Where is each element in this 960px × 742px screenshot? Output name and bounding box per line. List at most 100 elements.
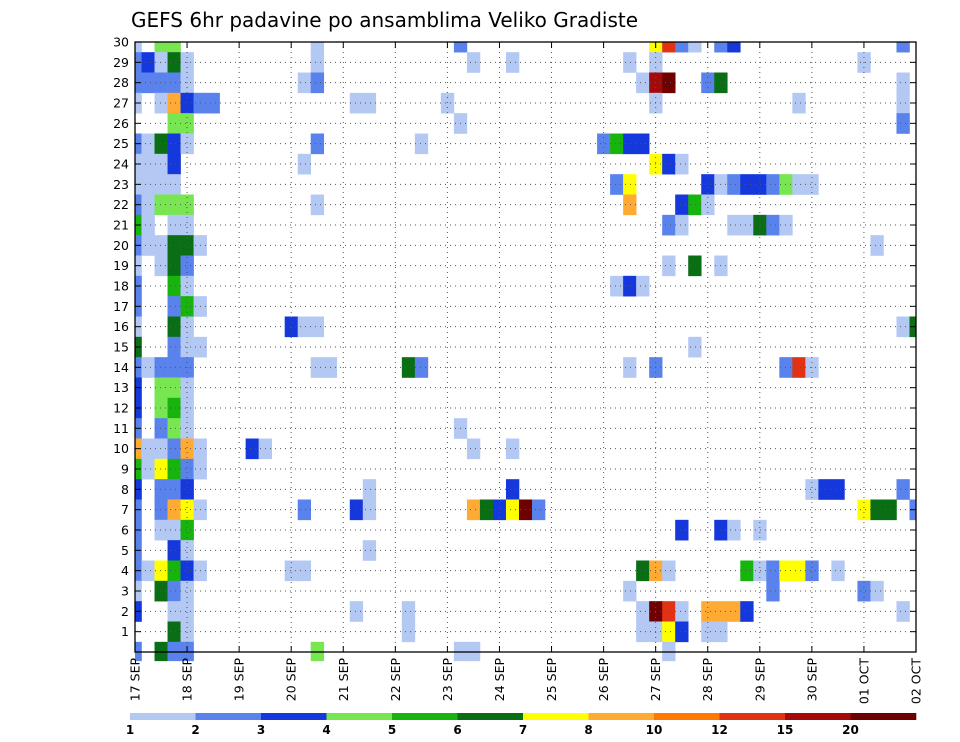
y-tick-label: 1: [121, 624, 129, 639]
data-cell: [167, 621, 181, 643]
data-cell: [135, 42, 142, 53]
x-tick-label: 02 OCT: [909, 658, 924, 704]
data-cell: [297, 560, 312, 582]
data-cell: [141, 72, 155, 94]
data-cell: [505, 499, 520, 521]
data-cell: [180, 499, 194, 521]
data-cell: [167, 357, 181, 378]
data-cell: [740, 560, 754, 582]
data-cell: [362, 499, 377, 521]
colorbar-swatch: [785, 713, 851, 720]
data-cell: [167, 72, 181, 94]
data-cell: [310, 316, 325, 338]
data-cell: [154, 357, 168, 378]
y-tick-label: 3: [121, 584, 129, 599]
y-tick-label: 14: [113, 360, 129, 375]
data-cell: [636, 275, 650, 297]
data-cell: [167, 235, 181, 256]
data-cell: [167, 133, 181, 155]
data-cell: [167, 418, 181, 439]
data-cell: [167, 601, 181, 622]
data-cell: [362, 92, 377, 114]
data-cell: [532, 499, 546, 521]
data-cell: [466, 52, 481, 73]
data-cell: [505, 438, 520, 460]
data-cell: [805, 174, 819, 195]
data-cell: [857, 580, 871, 602]
data-cell: [766, 560, 780, 582]
data-cell: [466, 438, 481, 460]
data-cell: [727, 601, 741, 622]
data-cell: [284, 560, 299, 582]
data-cell: [466, 499, 481, 521]
data-cell: [401, 357, 416, 378]
colorbar-swatch: [261, 713, 327, 720]
data-cell: [662, 42, 676, 53]
y-tick-label: 15: [113, 340, 129, 355]
y-tick-label: 11: [113, 421, 129, 436]
data-cell: [675, 194, 689, 216]
x-tick-label: 27 SEP: [648, 658, 663, 702]
data-cell: [766, 174, 780, 195]
y-tick-label: 28: [113, 75, 129, 90]
colorbar-swatch: [850, 713, 917, 720]
axes-layer: 1234567891011121314151617181920212223242…: [113, 35, 923, 705]
data-cell: [597, 133, 611, 155]
data-cell: [180, 113, 194, 134]
data-cell: [154, 560, 168, 582]
y-tick-label: 12: [113, 401, 129, 416]
data-cell: [180, 92, 194, 114]
data-cell: [154, 174, 168, 195]
data-cell: [857, 499, 871, 521]
data-cell: [141, 214, 155, 236]
data-cell: [727, 214, 741, 236]
data-cell: [297, 72, 312, 94]
data-cell: [792, 174, 806, 195]
data-cell: [180, 519, 194, 541]
data-cell: [180, 601, 194, 622]
data-cell: [349, 601, 364, 622]
data-cell: [401, 601, 416, 622]
data-cell: [297, 316, 312, 338]
data-cell: [154, 255, 168, 277]
data-cell: [167, 336, 181, 358]
data-cell: [141, 438, 155, 460]
data-cell: [167, 92, 181, 114]
x-tick-label: 24 SEP: [492, 658, 507, 702]
data-cell: [167, 52, 181, 73]
data-cell: [167, 540, 181, 561]
data-cell: [310, 42, 325, 53]
data-cell: [154, 377, 168, 399]
data-cell: [167, 580, 181, 602]
colorbar-swatch: [130, 713, 196, 720]
data-cell: [167, 255, 181, 277]
chart-title: GEFS 6hr padavine po ansamblima Veliko G…: [131, 8, 638, 32]
y-tick-label: 19: [113, 258, 129, 273]
colorbar-label: 1: [126, 723, 134, 737]
data-cell: [180, 255, 194, 277]
data-cell: [636, 621, 650, 643]
x-tick-label: 25 SEP: [544, 658, 559, 702]
data-cell: [662, 214, 676, 236]
data-cell: [154, 133, 168, 155]
x-tick-label: 17 SEP: [128, 658, 143, 702]
y-tick-label: 29: [113, 55, 129, 70]
data-cell: [896, 72, 910, 94]
data-cell: [727, 174, 741, 195]
data-cell: [636, 72, 650, 94]
x-tick-label: 28 SEP: [700, 658, 715, 702]
data-cell: [701, 601, 715, 622]
data-cell: [180, 275, 194, 297]
data-cell: [753, 560, 767, 582]
data-cell: [623, 275, 637, 297]
data-cell: [896, 316, 910, 338]
y-tick-label: 21: [113, 218, 129, 233]
data-cell: [610, 275, 624, 297]
data-cell: [766, 580, 780, 602]
data-cell: [154, 438, 168, 460]
data-cell: [141, 174, 155, 195]
x-tick-label: 01 OCT: [856, 658, 871, 704]
data-cell: [662, 153, 676, 175]
data-cell: [297, 499, 312, 521]
data-cell: [154, 519, 168, 541]
